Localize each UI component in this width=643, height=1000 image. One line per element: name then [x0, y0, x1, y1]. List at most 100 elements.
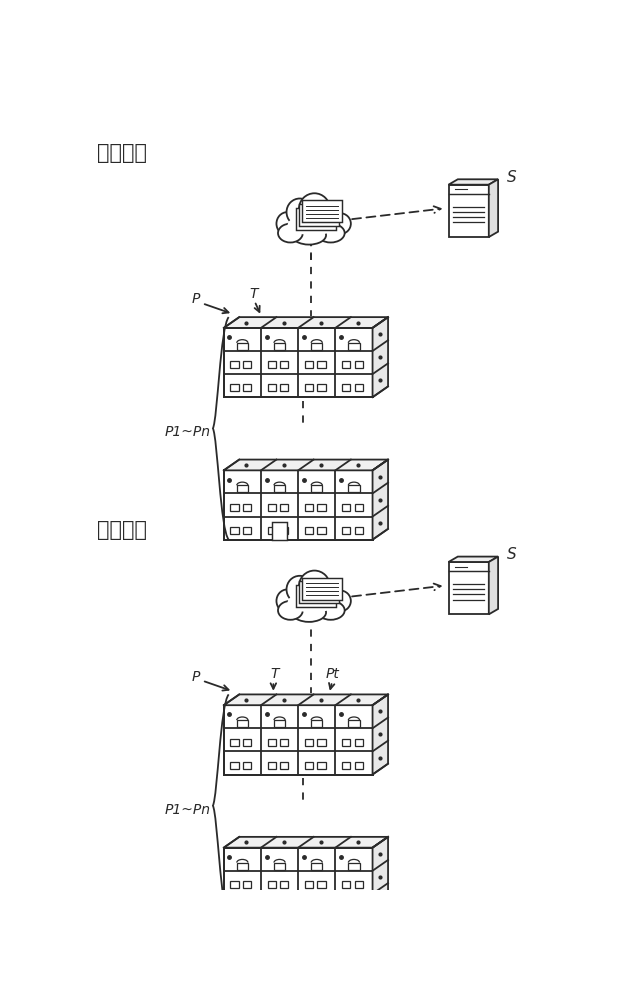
Polygon shape [305, 504, 313, 511]
Polygon shape [311, 720, 322, 727]
Polygon shape [372, 317, 388, 397]
Polygon shape [349, 485, 359, 492]
Polygon shape [274, 485, 285, 492]
Polygon shape [280, 384, 289, 391]
Polygon shape [280, 739, 289, 746]
Polygon shape [243, 361, 251, 368]
Ellipse shape [299, 571, 330, 602]
Polygon shape [243, 881, 251, 888]
Polygon shape [305, 881, 313, 888]
Polygon shape [280, 762, 289, 769]
Text: 训练阶段: 训练阶段 [98, 143, 147, 163]
Polygon shape [318, 739, 325, 746]
Ellipse shape [317, 601, 345, 620]
Ellipse shape [287, 576, 313, 603]
Polygon shape [224, 317, 388, 328]
Polygon shape [280, 504, 289, 511]
Ellipse shape [287, 199, 313, 226]
Polygon shape [311, 863, 322, 870]
Polygon shape [302, 578, 342, 600]
Polygon shape [267, 504, 276, 511]
Ellipse shape [276, 212, 298, 235]
Polygon shape [342, 527, 350, 534]
Polygon shape [237, 343, 248, 350]
Polygon shape [230, 504, 239, 511]
Polygon shape [267, 384, 276, 391]
Text: S: S [507, 547, 517, 562]
Polygon shape [299, 581, 340, 603]
Polygon shape [449, 557, 498, 562]
Polygon shape [305, 527, 313, 534]
Polygon shape [267, 881, 276, 888]
Polygon shape [342, 881, 350, 888]
Polygon shape [355, 904, 363, 911]
Ellipse shape [315, 202, 341, 227]
Polygon shape [318, 762, 325, 769]
Polygon shape [230, 384, 239, 391]
Text: P1~Pn: P1~Pn [165, 803, 211, 817]
Polygon shape [280, 361, 289, 368]
Text: 推断阶段: 推断阶段 [98, 520, 147, 540]
Polygon shape [318, 504, 325, 511]
Polygon shape [230, 904, 239, 911]
Polygon shape [224, 328, 372, 397]
Ellipse shape [329, 213, 351, 234]
Polygon shape [243, 904, 251, 911]
Polygon shape [274, 343, 285, 350]
Polygon shape [342, 904, 350, 911]
Ellipse shape [287, 592, 338, 612]
Polygon shape [237, 485, 248, 492]
Polygon shape [299, 204, 340, 226]
Polygon shape [349, 863, 359, 870]
Polygon shape [342, 762, 350, 769]
Text: P: P [191, 670, 199, 684]
Polygon shape [230, 527, 239, 534]
Polygon shape [224, 460, 388, 470]
Polygon shape [449, 185, 489, 237]
Ellipse shape [292, 603, 326, 622]
Polygon shape [355, 762, 363, 769]
Polygon shape [318, 361, 325, 368]
Ellipse shape [276, 589, 298, 612]
Polygon shape [243, 384, 251, 391]
Polygon shape [489, 179, 498, 237]
Polygon shape [318, 881, 325, 888]
Ellipse shape [287, 214, 338, 235]
Polygon shape [305, 361, 313, 368]
Polygon shape [305, 904, 313, 911]
Ellipse shape [278, 224, 303, 242]
Text: P1~Pn: P1~Pn [165, 425, 211, 439]
Text: T: T [270, 667, 279, 681]
Ellipse shape [315, 579, 341, 604]
Polygon shape [355, 881, 363, 888]
Polygon shape [296, 585, 336, 607]
Polygon shape [355, 504, 363, 511]
Polygon shape [342, 384, 350, 391]
Polygon shape [449, 179, 498, 185]
Polygon shape [267, 739, 276, 746]
Ellipse shape [285, 213, 341, 236]
Text: T: T [249, 287, 258, 301]
Polygon shape [274, 720, 285, 727]
Polygon shape [230, 361, 239, 368]
Ellipse shape [317, 224, 345, 242]
Polygon shape [237, 863, 248, 870]
Ellipse shape [299, 193, 330, 225]
Polygon shape [224, 705, 372, 774]
Polygon shape [355, 384, 363, 391]
Polygon shape [311, 343, 322, 350]
Polygon shape [230, 739, 239, 746]
Ellipse shape [292, 226, 326, 245]
Polygon shape [243, 527, 251, 534]
Polygon shape [267, 762, 276, 769]
Polygon shape [342, 739, 350, 746]
Polygon shape [224, 470, 372, 540]
Polygon shape [318, 904, 325, 911]
Polygon shape [372, 460, 388, 540]
Polygon shape [342, 504, 350, 511]
Polygon shape [280, 527, 289, 534]
Polygon shape [230, 881, 239, 888]
Polygon shape [267, 527, 276, 534]
Polygon shape [305, 762, 313, 769]
Polygon shape [243, 762, 251, 769]
